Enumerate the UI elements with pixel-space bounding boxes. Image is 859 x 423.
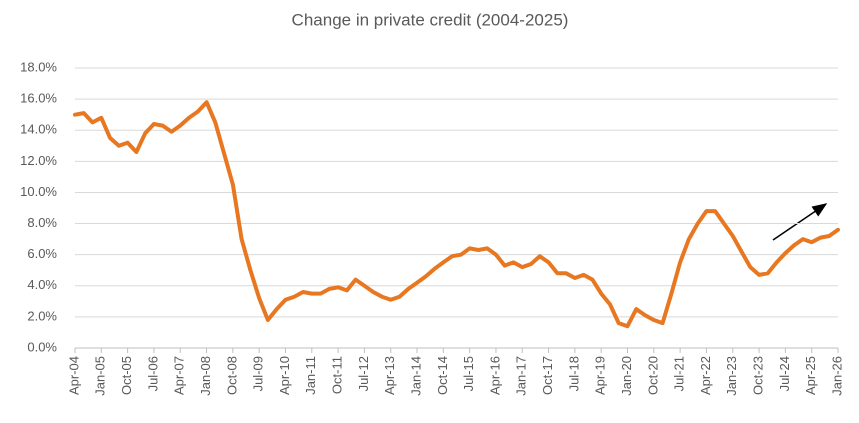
x-tick-label: Oct-17 [540, 356, 555, 395]
x-tick-label: Jan-14 [408, 356, 423, 396]
x-tick-label: Jan-20 [619, 356, 634, 396]
x-tick-label: Apr-25 [803, 356, 818, 395]
y-tick-label: 18.0% [20, 59, 57, 74]
y-tick-label: 14.0% [20, 122, 57, 137]
trend-arrow [772, 203, 828, 241]
y-tick-label: 0.0% [27, 339, 57, 354]
x-tick-label: Apr-13 [382, 356, 397, 395]
y-tick-label: 2.0% [27, 308, 57, 323]
y-tick-label: 10.0% [20, 184, 57, 199]
y-tick-label: 4.0% [27, 277, 57, 292]
x-tick-label: Jul-06 [145, 356, 160, 391]
y-tick-label: 12.0% [20, 153, 57, 168]
x-tick-label: Apr-04 [66, 356, 81, 395]
x-tick-label: Jul-12 [356, 356, 371, 391]
x-tick-label: Jan-11 [303, 356, 318, 395]
x-tick-label: Jan-08 [198, 356, 213, 396]
x-tick-label: Oct-20 [645, 356, 660, 395]
x-tick-label: Jul-24 [777, 356, 792, 391]
y-tick-label: 8.0% [27, 215, 57, 230]
x-tick-label: Jan-05 [93, 356, 108, 396]
chart-title: Change in private credit (2004-2025) [292, 10, 569, 29]
x-tick-label: Oct-05 [119, 356, 134, 395]
x-tick-label: Apr-07 [172, 356, 187, 395]
x-tick-label: Apr-19 [593, 356, 608, 395]
x-tick-label: Jul-15 [461, 356, 476, 391]
x-tick-label: Oct-23 [751, 356, 766, 395]
data-line [73, 100, 840, 329]
x-tick-label: Jan-17 [514, 356, 529, 396]
x-tick-label: Apr-22 [698, 356, 713, 395]
x-tick-label: Oct-14 [435, 356, 450, 395]
x-tick-label: Jan-26 [829, 356, 844, 396]
y-tick-label: 6.0% [27, 246, 57, 261]
y-tick-label: 16.0% [20, 91, 57, 106]
x-tick-label: Jul-09 [251, 356, 266, 391]
x-tick-label: Oct-11 [330, 356, 345, 394]
x-tick-label: Oct-08 [224, 356, 239, 395]
x-tick-label: Apr-16 [487, 356, 502, 395]
x-tick-label: Jul-21 [672, 356, 687, 391]
x-tick-label: Jul-18 [566, 356, 581, 391]
x-tick-label: Jan-23 [724, 356, 739, 396]
x-tick-label: Apr-10 [277, 356, 292, 395]
